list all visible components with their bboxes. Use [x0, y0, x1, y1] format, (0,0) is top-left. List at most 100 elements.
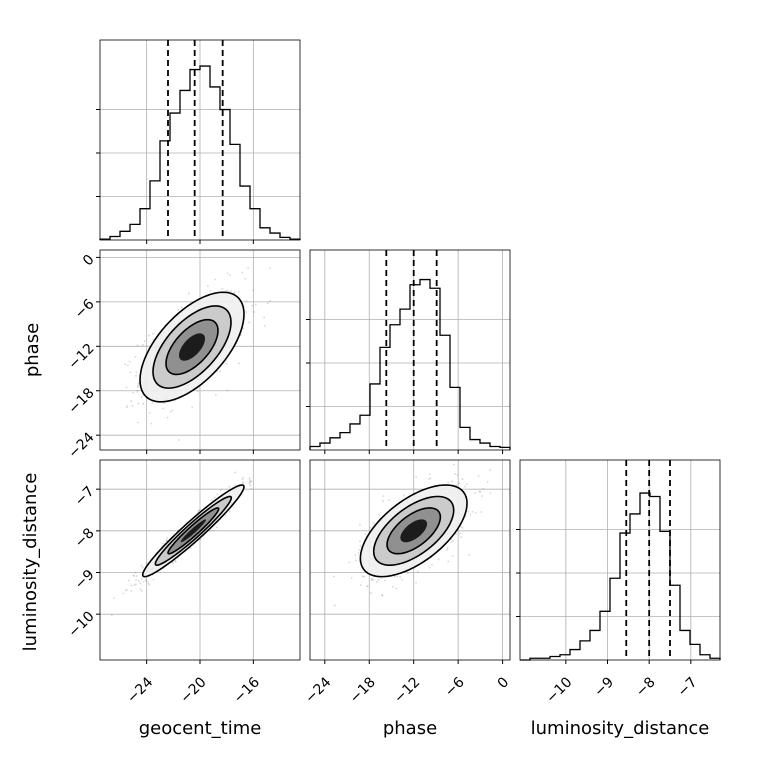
sample-point [110, 614, 113, 616]
sample-point [135, 371, 138, 374]
sample-point [124, 589, 127, 592]
sample-point [127, 579, 130, 582]
ytick-label: −9 [72, 567, 98, 593]
joint-panel-geocent-time-vs-phase [99, 249, 301, 454]
sample-point [177, 439, 180, 441]
sample-point [469, 513, 472, 516]
sample-point [464, 485, 466, 488]
sample-point [252, 289, 255, 292]
sample-point [131, 404, 134, 407]
sample-point [185, 521, 188, 524]
sample-point [187, 292, 190, 295]
sample-point [359, 523, 361, 526]
sample-point [381, 594, 383, 597]
sample-point [219, 370, 222, 373]
sample-point [467, 510, 470, 513]
sample-point [465, 483, 468, 486]
sample-point [214, 496, 216, 499]
panel-frame [519, 459, 721, 661]
contour-line-0 [139, 291, 245, 403]
xtick-label: −7 [675, 674, 701, 700]
sample-point [241, 478, 244, 481]
sample-point [171, 409, 174, 412]
sample-point [416, 570, 419, 573]
sample-point [460, 525, 463, 528]
sample-point [137, 402, 140, 405]
sample-point [415, 581, 417, 584]
sample-point [407, 572, 409, 575]
sample-point [456, 474, 459, 476]
sample-point [274, 457, 276, 459]
sample-point [482, 487, 485, 490]
sample-point [165, 539, 168, 542]
sample-point [145, 580, 148, 583]
sample-point [364, 533, 367, 535]
sample-point [136, 390, 139, 393]
sample-point [234, 484, 237, 487]
sample-point [372, 522, 375, 525]
sample-point [377, 579, 380, 581]
sample-point [174, 560, 177, 563]
sample-point [151, 332, 154, 335]
sample-point [245, 300, 248, 303]
sample-point [376, 581, 378, 583]
sample-point [428, 566, 431, 569]
sample-point [134, 583, 137, 586]
panel-frame [99, 249, 301, 451]
sample-point [144, 579, 147, 582]
sample-point [471, 510, 474, 513]
sample-point [461, 527, 464, 529]
panel-frame [309, 249, 511, 451]
xlabel-luminosity-distance: luminosity_distance [531, 718, 710, 739]
ytick-label: −7 [72, 484, 98, 510]
sample-point [354, 559, 357, 562]
sample-point [134, 355, 137, 358]
sample-point [382, 495, 385, 497]
sample-point [142, 580, 145, 583]
sample-point [130, 590, 133, 592]
sample-point [370, 578, 373, 581]
xlabel-geocent-time: geocent_time [139, 718, 262, 739]
sample-point [135, 575, 138, 577]
sample-point [128, 360, 131, 363]
sample-point [122, 592, 125, 595]
sample-point [135, 579, 137, 582]
ylabel-phase: phase [22, 323, 43, 377]
sample-point [378, 514, 381, 516]
tick-labels: −24 −20 −16 −24 −18 −12 −6 0 −10 −9 −8 −7−24−18−12−… [65, 252, 700, 707]
sample-point [132, 574, 135, 577]
contour-line-0 [359, 484, 468, 578]
sample-point [359, 545, 362, 548]
sample-point [137, 386, 139, 388]
sample-point [399, 576, 402, 578]
sample-point [359, 540, 361, 543]
sample-point [226, 289, 228, 292]
sample-point [332, 575, 335, 578]
sample-point [133, 575, 135, 577]
sample-point [197, 509, 200, 512]
sample-point [478, 490, 481, 493]
sample-point [247, 267, 250, 269]
sample-point [248, 482, 251, 485]
xlabel-phase: phase [383, 718, 437, 739]
sample-point [134, 571, 137, 574]
sample-point [392, 585, 394, 588]
contour-line-0 [141, 484, 245, 578]
sample-point [137, 384, 140, 387]
sample-point [380, 577, 383, 580]
xtick-label: −12 [391, 674, 423, 706]
sample-point [138, 579, 140, 582]
sample-point [124, 363, 127, 366]
sample-point [381, 594, 384, 597]
sample-point [370, 592, 373, 594]
sample-point [162, 542, 165, 545]
sample-point [251, 304, 254, 307]
sample-point [209, 289, 212, 292]
sample-point [461, 478, 464, 481]
sample-point [198, 509, 201, 512]
sample-point [177, 308, 180, 311]
sample-point [354, 554, 357, 557]
sample-point [152, 578, 155, 581]
sample-point [241, 271, 244, 274]
sample-point [148, 412, 151, 414]
